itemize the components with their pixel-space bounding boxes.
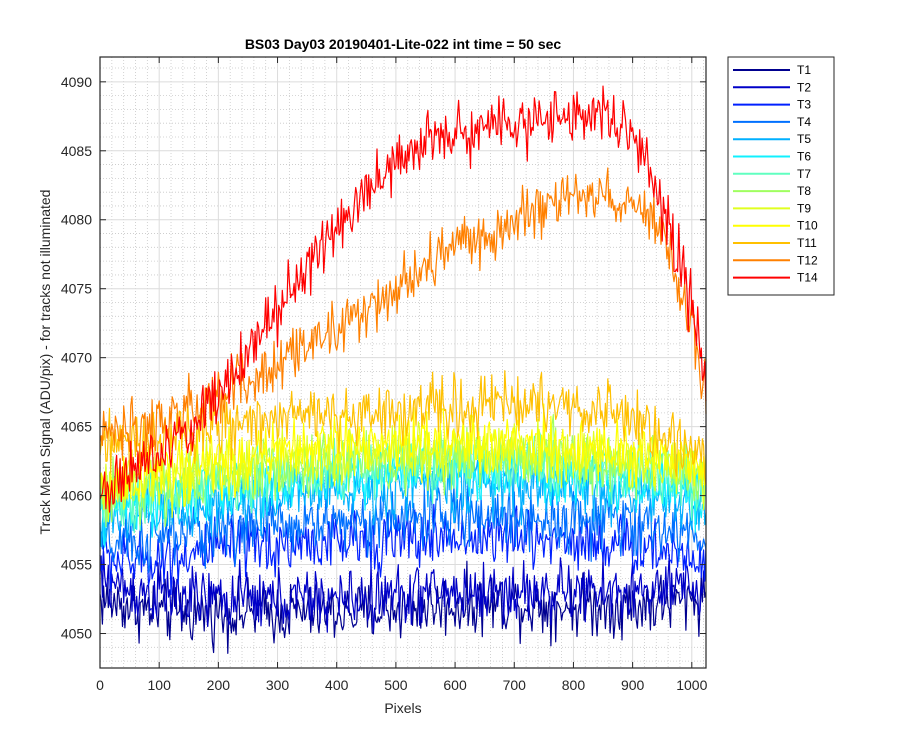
y-tick-label: 4060: [61, 488, 92, 504]
series-line-T8: [99, 414, 707, 528]
legend-label-T12: T12: [797, 253, 818, 267]
y-tick-label: 4085: [61, 143, 92, 159]
legend-box: [727, 56, 835, 296]
legend-label-T7: T7: [797, 167, 811, 181]
y-tick-label: 4080: [61, 212, 92, 228]
x-tick-label: 1000: [676, 677, 707, 693]
y-tick-label: 4070: [61, 350, 92, 366]
series-line-T14: [99, 85, 707, 513]
legend-label-T4: T4: [797, 115, 811, 129]
y-tick-label: 4055: [61, 557, 92, 573]
x-tick-label: 400: [325, 677, 349, 693]
x-tick-label: 800: [562, 677, 586, 693]
x-axis-label: Pixels: [384, 700, 421, 716]
x-tick-label: 600: [443, 677, 467, 693]
y-tick-label: 4090: [61, 74, 92, 90]
legend-label-T14: T14: [797, 271, 818, 285]
x-tick-label: 900: [621, 677, 645, 693]
x-tick-label: 200: [207, 677, 231, 693]
legend-label-T1: T1: [797, 63, 811, 77]
series-lines: [99, 85, 707, 654]
x-tick-label: 100: [148, 677, 172, 693]
x-tick-label: 300: [266, 677, 290, 693]
legend: T1 T2 T3 T4 T5 T6 T7 T8 T9 T10 T11 T12 T14: [727, 56, 835, 296]
legend-label-T8: T8: [797, 184, 811, 198]
plot-frame: [99, 56, 707, 669]
legend-label-T9: T9: [797, 201, 811, 215]
x-tick-label: 0: [96, 677, 104, 693]
axis-ticks: 0 100 200 300 400 500 600 700 800 900 1000 4050 4055…: [61, 57, 708, 693]
legend-label-T11: T11: [797, 236, 817, 250]
x-tick-label: 700: [503, 677, 527, 693]
legend-label-T6: T6: [797, 150, 811, 164]
series-line-T2: [99, 550, 707, 633]
legend-label-T10: T10: [797, 219, 818, 233]
legend-label-T5: T5: [797, 132, 811, 146]
series-line-T5: [99, 449, 707, 548]
legend-label-T2: T2: [797, 80, 811, 94]
legend-label-T3: T3: [797, 98, 811, 112]
y-axis-label: Track Mean Signal (ADU/pix) - for tracks…: [37, 190, 53, 535]
legend-items: T1 T2 T3 T4 T5 T6 T7 T8 T9 T10 T11 T12 T14: [733, 63, 818, 285]
y-tick-label: 4075: [61, 281, 92, 297]
x-tick-label: 500: [384, 677, 408, 693]
y-tick-label: 4065: [61, 419, 92, 435]
chart-title: BS03 Day03 20190401-Lite-022 int time = …: [245, 36, 562, 52]
y-tick-label: 4050: [61, 626, 92, 642]
